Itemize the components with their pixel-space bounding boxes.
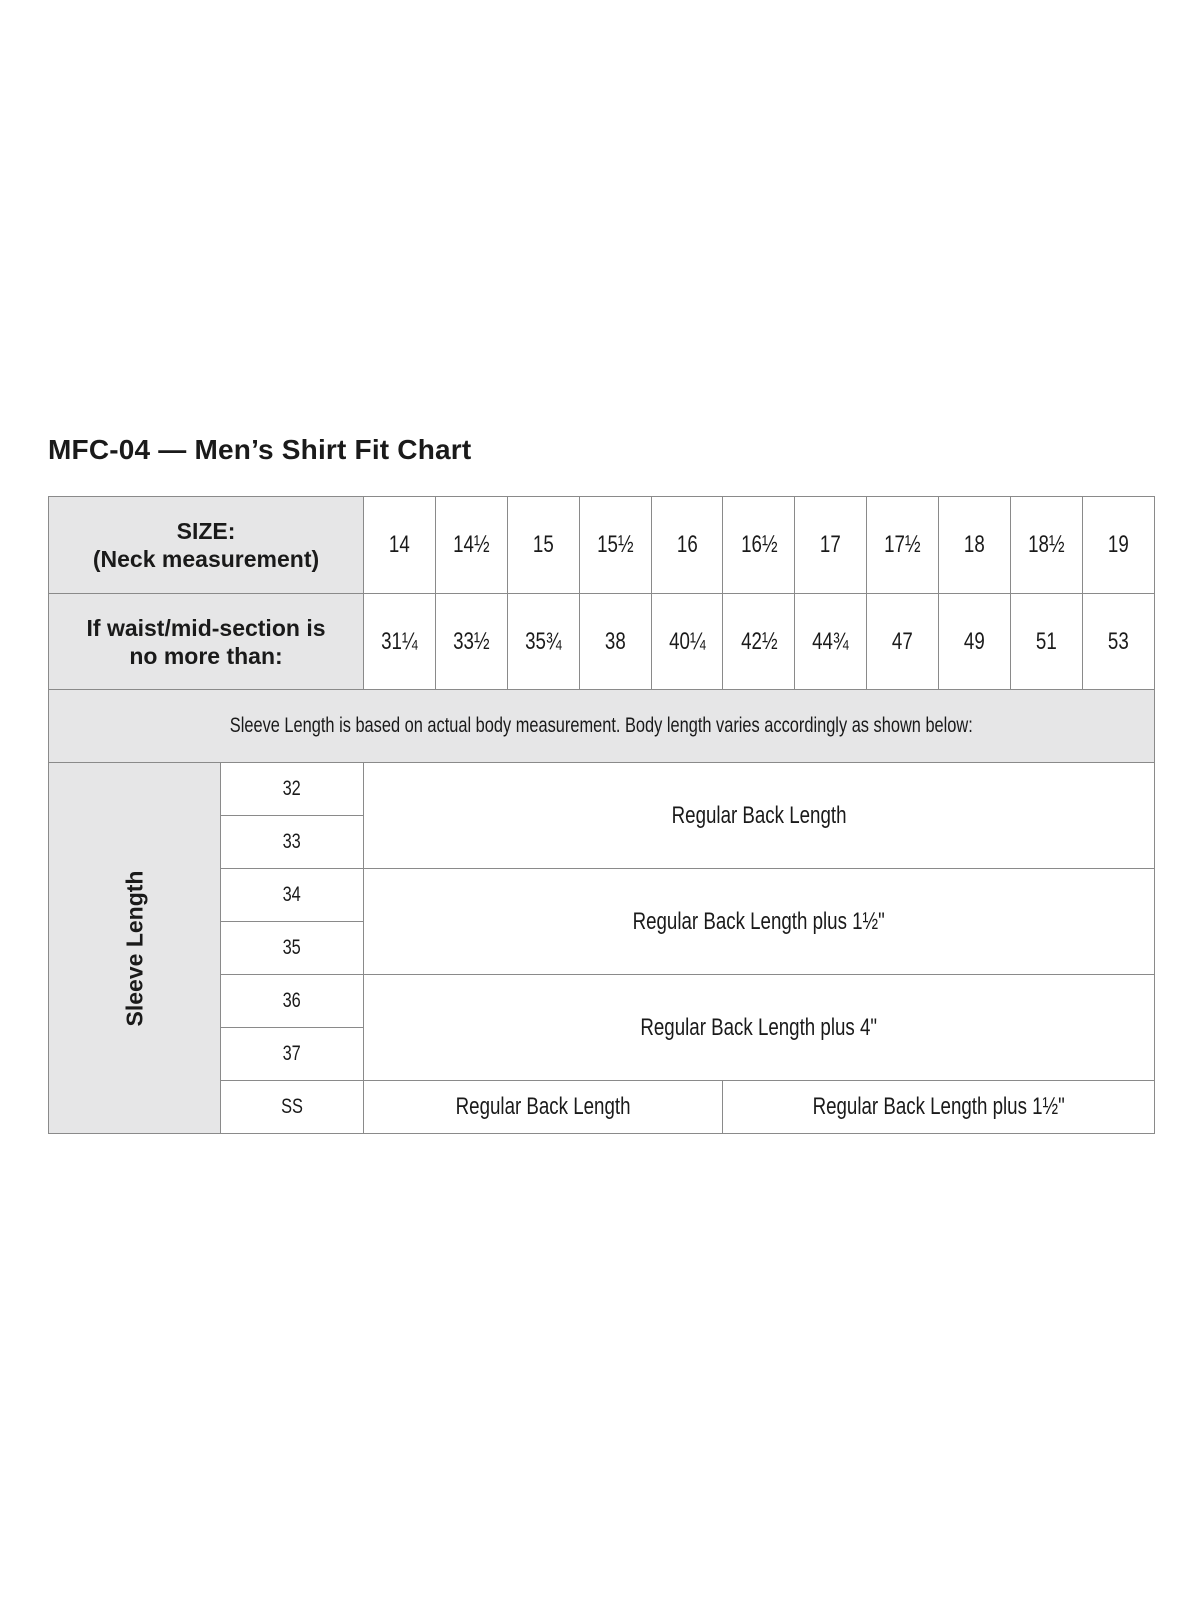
size-cell: 15½ [578,496,652,594]
sleeve-length-cell: 32 [219,762,365,816]
back-length-group: Regular Back Length [363,762,1155,869]
sleeve-note-text: Sleeve Length is based on actual body me… [229,714,973,737]
size-cell: 14½ [434,496,508,594]
sleeve-length-cell: 37 [219,1027,365,1081]
waist-cell: 53 [1081,593,1155,690]
waist-label-line2: no more than: [129,642,283,669]
size-cell: 15 [506,496,580,594]
sleeve-length-cell: 36 [219,974,365,1028]
size-cell: 18½ [1010,496,1083,594]
size-cell: 17½ [866,496,940,594]
size-label: SIZE: (Neck measurement) [47,496,365,594]
waist-cell: 38 [578,593,652,690]
sleeve-length-cell: 35 [219,921,365,975]
size-row: SIZE: (Neck measurement) 14 14½ 15 15½ 1… [47,496,1155,594]
waist-cell: 47 [866,593,940,690]
size-cell: 16 [650,496,724,594]
waist-label: If waist/mid-section is no more than: [47,593,365,690]
size-label-line2: (Neck measurement) [92,546,320,572]
sleeve-length-cell: 34 [219,868,365,922]
waist-cell: 31¼ [363,593,436,690]
ss-left-cell: Regular Back Length [363,1080,724,1134]
waist-cell: 42½ [722,593,796,690]
sleeve-note: Sleeve Length is based on actual body me… [48,689,1155,763]
sleeve-length-cell: SS [219,1080,365,1134]
size-cell: 16½ [722,496,796,594]
ss-right-cell: Regular Back Length plus 1½" [722,1080,1155,1134]
sleeve-row: 36 Regular Back Length plus 4" [49,974,1155,1081]
sleeve-length-cell: 33 [219,815,365,869]
back-length-group: Regular Back Length plus 4" [363,974,1155,1081]
sleeve-row: 34 Regular Back Length plus 1½" [49,868,1155,975]
waist-cell: 40¼ [650,593,724,690]
sleeve-row: 33 [49,815,1155,869]
waist-cell: 44¾ [794,593,868,690]
note-row: Sleeve Length is based on actual body me… [48,689,1155,763]
size-label-line1: SIZE: [176,518,236,544]
waist-cell: 49 [938,593,1012,690]
sleeve-length-label: Sleeve Length [48,762,221,1134]
waist-row: If waist/mid-section is no more than: 31… [47,593,1155,690]
waist-cell: 51 [1010,593,1083,690]
waist-cell: 33½ [434,593,508,690]
back-length-group: Regular Back Length plus 1½" [363,868,1155,975]
size-cell: 17 [794,496,868,594]
sleeve-row: Sleeve Length 32 Regular Back Length [48,762,1155,1134]
size-chart-table: SIZE: (Neck measurement) 14 14½ 15 15½ 1… [47,496,1155,1134]
waist-cell: 35¾ [506,593,580,690]
size-cell: 14 [363,496,436,594]
page-title: MFC-04 — Men’s Shirt Fit Chart [48,434,472,465]
size-cell: 18 [938,496,1012,594]
size-cell: 19 [1081,496,1155,594]
waist-label-line1: If waist/mid-section is [86,614,326,641]
sleeve-row-ss: SS Regular Back Length Regular Back Leng… [49,1080,1155,1134]
